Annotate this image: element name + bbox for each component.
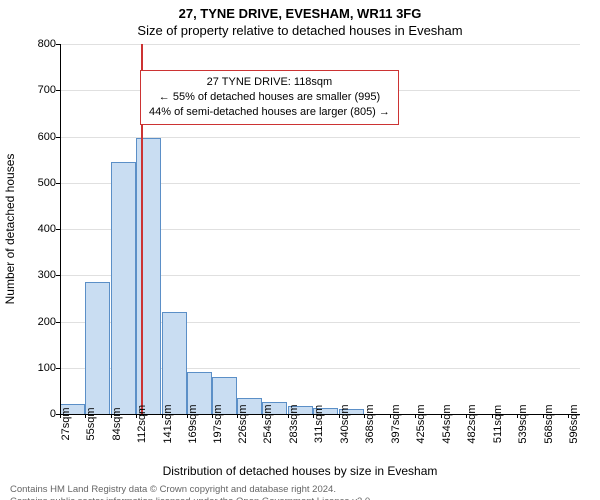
footer-line1: Contains HM Land Registry data © Crown c…	[10, 484, 590, 496]
x-tick-label: 283sqm	[288, 404, 300, 443]
x-tick-label: 511sqm	[492, 405, 504, 443]
histogram-bar	[136, 138, 161, 414]
title-sub: Size of property relative to detached ho…	[0, 23, 600, 38]
callout-line3: 44% of semi-detached houses are larger (…	[149, 105, 390, 120]
x-tick-label: 84sqm	[111, 407, 123, 440]
chart-area: Number of detached houses 27 TYNE DRIVE:…	[60, 44, 580, 414]
y-axis-label: Number of detached houses	[3, 154, 17, 305]
x-tick-label: 596sqm	[568, 404, 580, 443]
callout-line2: ← 55% of detached houses are smaller (99…	[149, 90, 390, 105]
y-tick-label: 0	[50, 408, 56, 420]
gridline	[60, 44, 580, 45]
histogram-bar	[85, 282, 110, 414]
x-tick-label: 112sqm	[136, 405, 148, 443]
y-tick-label: 100	[38, 362, 56, 374]
callout-line1: 27 TYNE DRIVE: 118sqm	[149, 75, 390, 90]
callout-box: 27 TYNE DRIVE: 118sqm ← 55% of detached …	[140, 70, 399, 125]
x-tick-label: 169sqm	[187, 404, 199, 443]
histogram-bar	[111, 162, 136, 414]
footer-line2: Contains public sector information licen…	[10, 496, 590, 500]
x-tick-label: 340sqm	[339, 404, 351, 443]
y-tick-label: 700	[38, 84, 56, 96]
x-tick-label: 226sqm	[237, 404, 249, 443]
y-tick-label: 200	[38, 316, 56, 328]
x-tick-label: 482sqm	[466, 404, 478, 443]
x-tick-label: 425sqm	[415, 404, 427, 443]
x-tick-label: 311sqm	[313, 405, 325, 443]
footer: Contains HM Land Registry data © Crown c…	[10, 484, 590, 500]
y-tick-label: 800	[38, 38, 56, 50]
x-tick-label: 397sqm	[390, 404, 402, 443]
title-main: 27, TYNE DRIVE, EVESHAM, WR11 3FG	[0, 6, 600, 21]
y-tick-label: 300	[38, 269, 56, 281]
x-tick-label: 454sqm	[441, 404, 453, 443]
x-tick-label: 539sqm	[517, 404, 529, 443]
y-tick-label: 400	[38, 223, 56, 235]
x-tick-label: 141sqm	[162, 404, 174, 443]
x-tick-label: 254sqm	[262, 404, 274, 443]
gridline	[60, 137, 580, 138]
x-tick-label: 197sqm	[212, 404, 224, 443]
histogram-bar	[162, 312, 187, 414]
x-tick-label: 27sqm	[60, 407, 72, 440]
x-tick-label: 55sqm	[85, 407, 97, 440]
y-tick-label: 600	[38, 131, 56, 143]
x-axis-label: Distribution of detached houses by size …	[0, 464, 600, 478]
x-tick-label: 368sqm	[364, 404, 376, 443]
x-tick-label: 568sqm	[543, 404, 555, 443]
y-tick-label: 500	[38, 177, 56, 189]
